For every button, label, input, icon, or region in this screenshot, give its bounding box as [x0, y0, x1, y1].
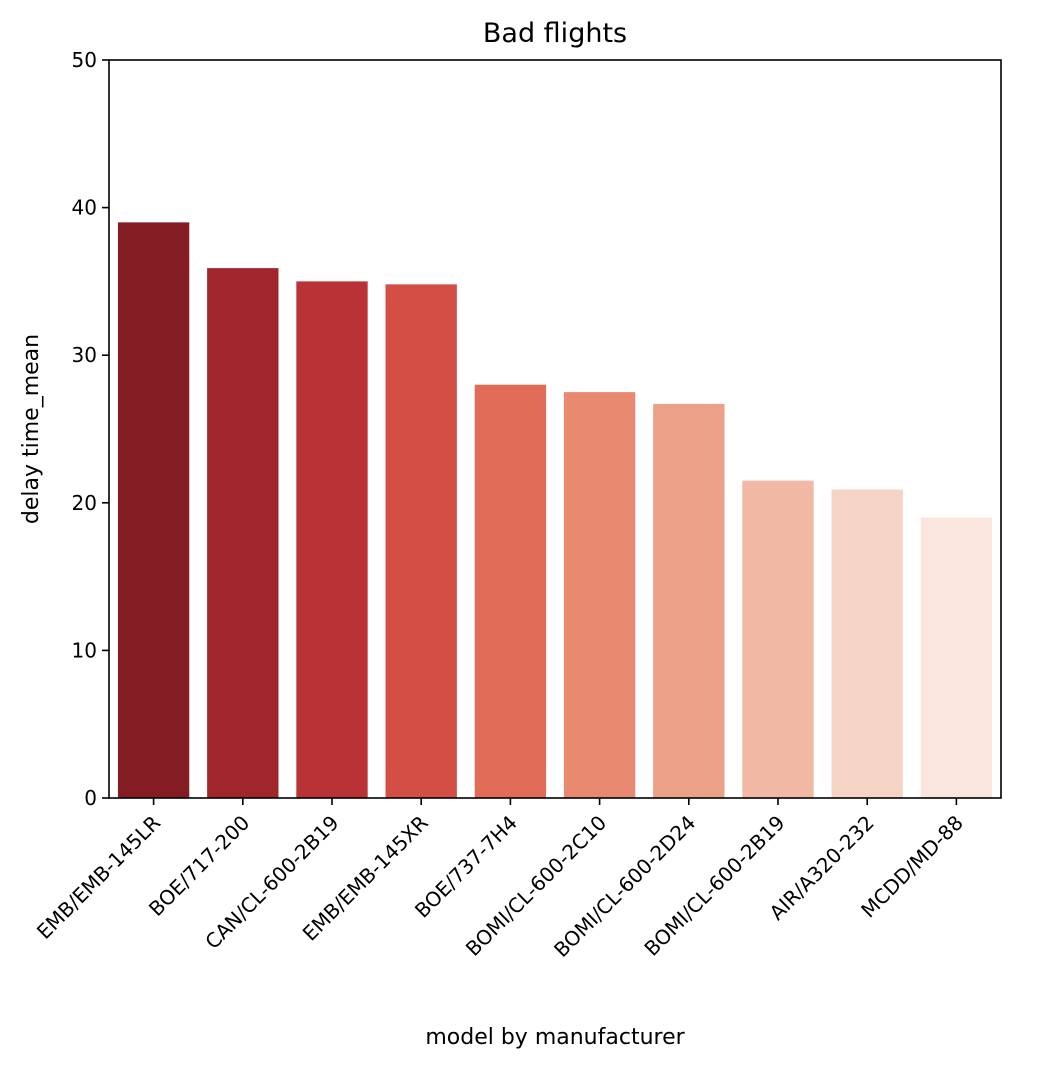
bar-10	[920, 517, 993, 798]
y-tick-label: 20	[72, 491, 97, 515]
bar-5	[474, 384, 547, 798]
bar-3	[296, 281, 368, 798]
bar-1	[117, 222, 190, 799]
y-tick-label: 0	[84, 786, 97, 810]
x-axis-ticks: EMB/EMB-145LRBOE/717-200CAN/CL-600-2B19E…	[32, 798, 968, 962]
bar-2	[207, 268, 279, 799]
y-tick-label: 30	[72, 343, 97, 367]
y-tick-label: 10	[72, 638, 97, 662]
y-tick-label: 40	[72, 196, 97, 220]
x-tick-label: EMB/EMB-145LR	[32, 811, 165, 944]
chart-title: Bad flights	[483, 18, 627, 49]
bar-7	[653, 403, 725, 798]
bar-6	[563, 392, 636, 798]
bar-9	[831, 489, 903, 798]
bar-8	[742, 480, 814, 798]
y-axis-ticks: 0 10 20 30 40 50	[72, 48, 109, 810]
y-tick-label: 50	[72, 48, 97, 72]
bars-group	[117, 222, 993, 799]
x-axis-label: model by manufacturer	[425, 1025, 685, 1050]
y-axis-label: delay time_mean	[19, 334, 44, 524]
plot-frame	[108, 59, 1002, 799]
bar-4	[385, 284, 457, 798]
